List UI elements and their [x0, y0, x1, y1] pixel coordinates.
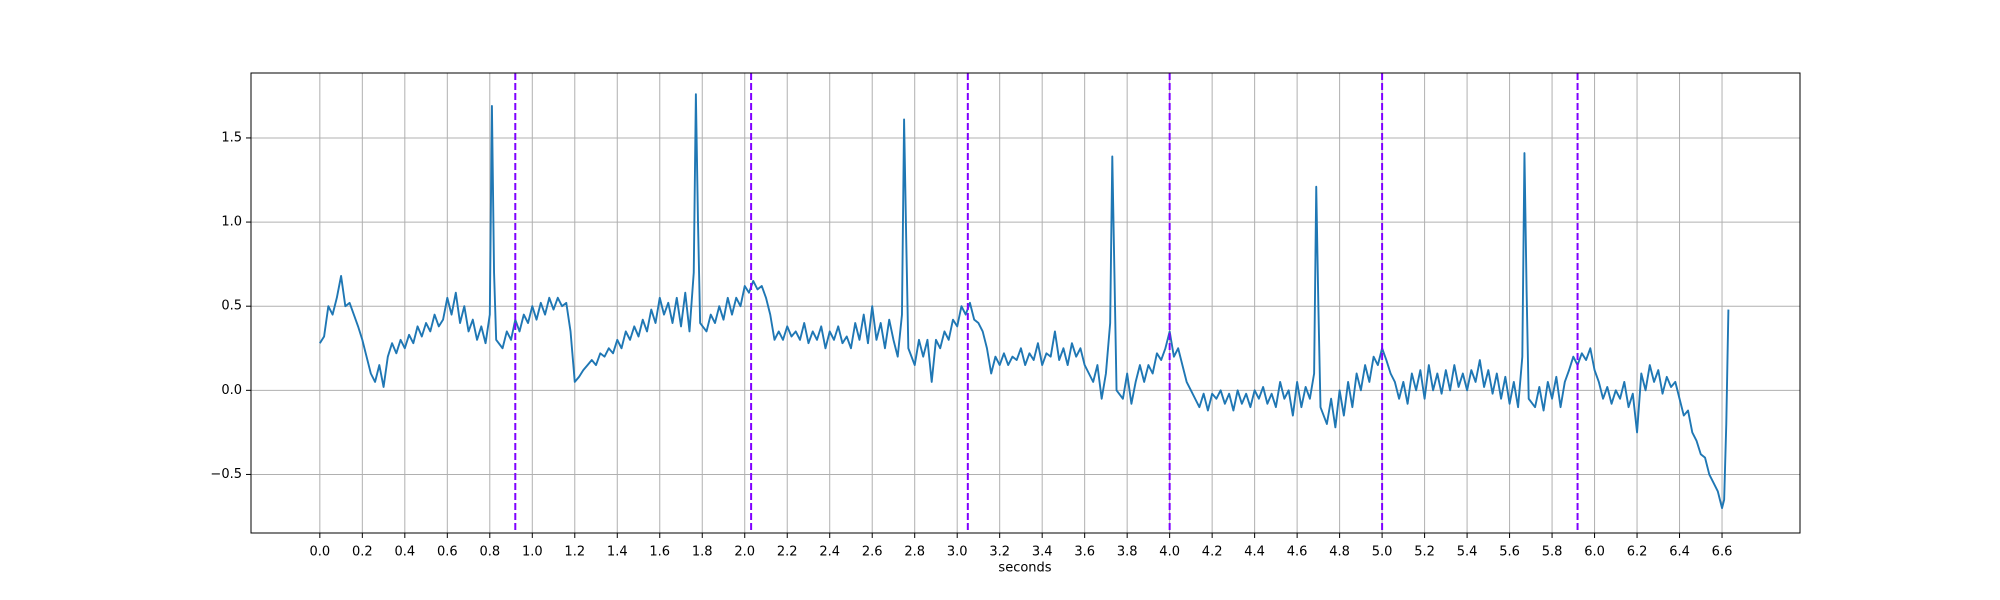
x-tick-label: 1.8: [692, 545, 713, 560]
y-tick-label: 0.0: [221, 383, 242, 398]
x-tick-label: 3.0: [947, 545, 968, 560]
plot-frame: [250, 72, 1801, 534]
x-tick-label: 3.2: [989, 545, 1010, 560]
x-tick-label: 2.2: [777, 545, 798, 560]
x-tick-label: 5.0: [1372, 545, 1393, 560]
y-tick-label: 1.0: [221, 215, 242, 230]
x-tick-label: 6.4: [1669, 545, 1690, 560]
y-tick-label: 1.5: [221, 130, 242, 145]
x-tick-label: 1.4: [607, 545, 628, 560]
x-tick-label: 4.2: [1202, 545, 1223, 560]
x-tick-label: 4.4: [1244, 545, 1265, 560]
x-tick-label: 3.8: [1117, 545, 1138, 560]
x-tick-label: 0.8: [479, 545, 500, 560]
x-tick-label: 5.4: [1457, 545, 1478, 560]
x-tick-label: 4.0: [1159, 545, 1180, 560]
x-tick-label: 2.4: [819, 545, 840, 560]
x-tick-label: 6.6: [1712, 545, 1733, 560]
y-tick-label: −0.5: [210, 467, 242, 482]
x-tick-label: 5.2: [1414, 545, 1435, 560]
x-tick-label: 5.6: [1499, 545, 1520, 560]
x-tick-label: 1.6: [649, 545, 670, 560]
x-axis-label: seconds: [998, 561, 1051, 576]
x-tick-label: 0.6: [437, 545, 458, 560]
x-tick-label: 0.0: [309, 545, 330, 560]
x-tick-label: 4.6: [1287, 545, 1308, 560]
x-tick-label: 3.4: [1032, 545, 1053, 560]
signal-line: [319, 93, 1730, 510]
x-tick-label: 2.0: [734, 545, 755, 560]
x-tick-label: 2.6: [862, 545, 883, 560]
x-tick-label: 6.2: [1627, 545, 1648, 560]
x-tick-label: 1.2: [564, 545, 585, 560]
y-tick-label: 0.5: [221, 299, 242, 314]
x-tick-label: 5.8: [1542, 545, 1563, 560]
x-tick-label: 0.4: [394, 545, 415, 560]
x-tick-label: 4.8: [1329, 545, 1350, 560]
x-tick-label: 2.8: [904, 545, 925, 560]
x-tick-label: 6.0: [1584, 545, 1605, 560]
x-tick-label: 0.2: [352, 545, 373, 560]
x-tick-label: 1.0: [522, 545, 543, 560]
x-tick-label: 3.6: [1074, 545, 1095, 560]
